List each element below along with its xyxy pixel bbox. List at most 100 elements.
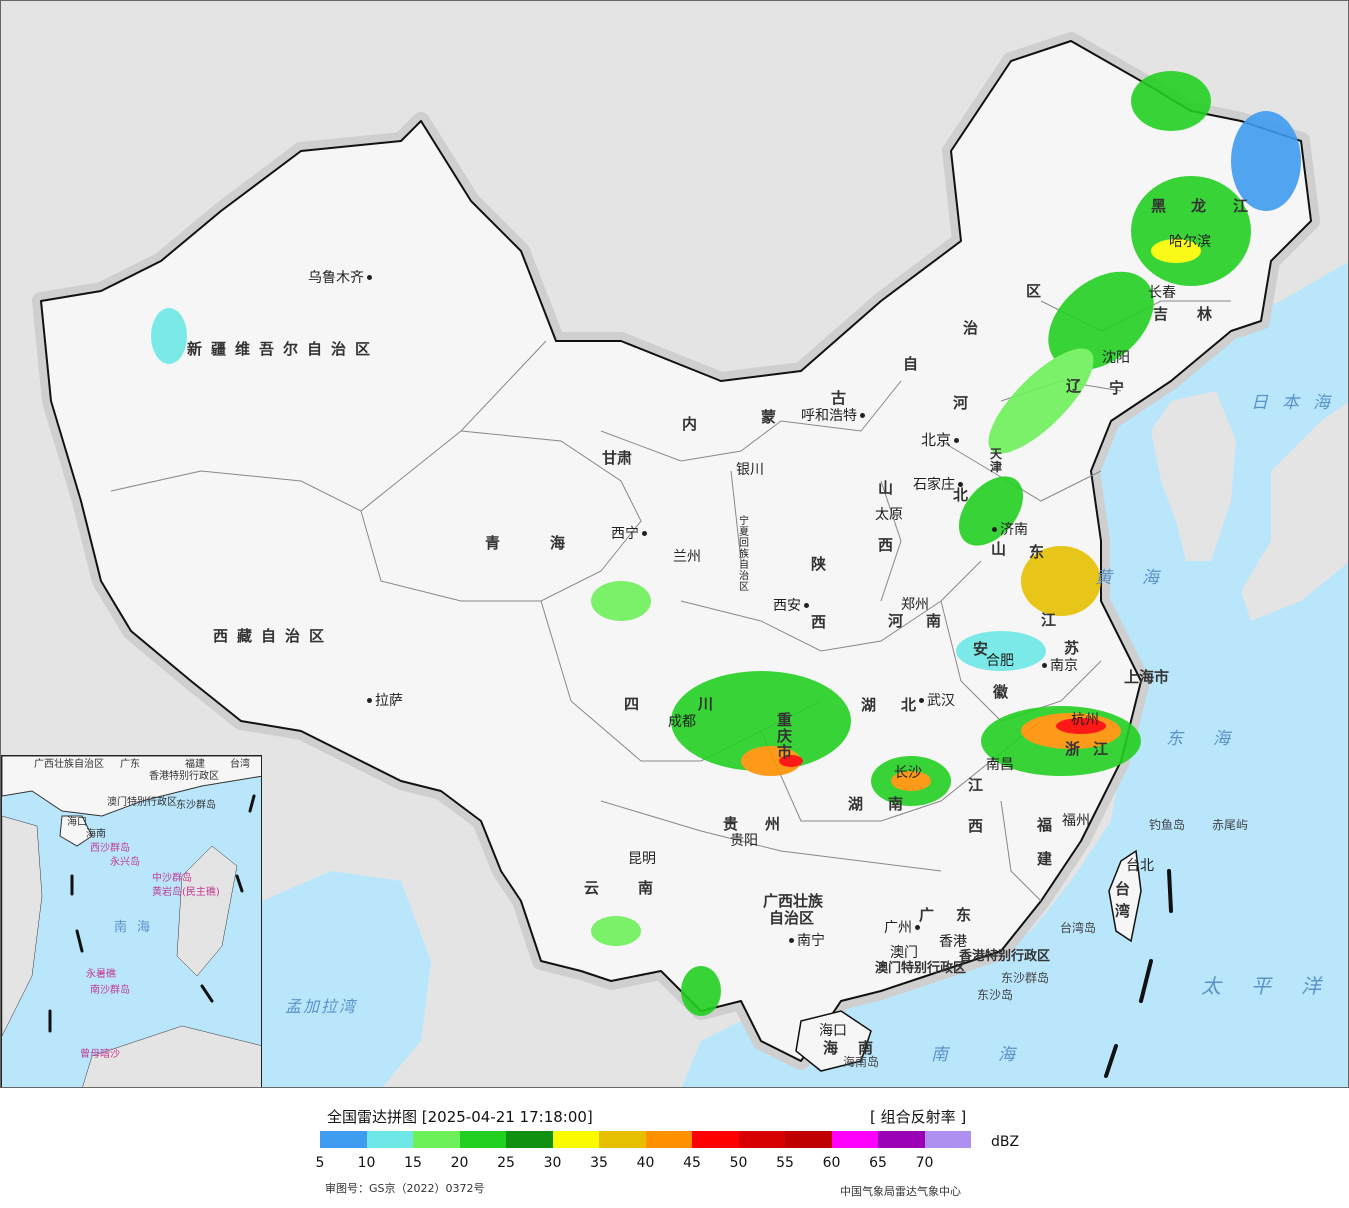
south-china-sea-inset: 广西壮族自治区 广东 福建 台湾 香港特别行政区 澳门特别行政区 海口 海南 西… (1, 755, 262, 1087)
city-xian-label: 西安 (773, 598, 801, 614)
city-nanning-label: 南宁 (797, 933, 825, 949)
city-yinchuan: 银川 (736, 463, 764, 477)
taiwan-island (1108, 849, 1142, 943)
inset-dash-line (48, 794, 256, 1033)
province-heilongjiang-3: 江 (1233, 197, 1249, 215)
province-tianjin: 天津 (990, 447, 1003, 474)
radar-legend: 全国雷达拼图 [2025-04-21 17:18:00] [ 组合反射率 ] 5… (0, 1088, 1349, 1208)
inset-borneo (82, 1025, 261, 1087)
colorbar-swatch (366, 1131, 413, 1148)
city-hongkong-label: 香港 (939, 934, 967, 950)
province-neimenggu-2: 蒙 (761, 408, 777, 426)
province-jiangxi-2: 西 (968, 817, 984, 835)
inset-guangdong: 广东 (120, 759, 140, 770)
province-yunnan-2: 南 (638, 879, 654, 897)
province-hainan-2: 南 (858, 1039, 874, 1057)
colorbar-tick-label: 40 (636, 1155, 655, 1171)
colorbar-swatch (878, 1131, 925, 1148)
city-harbin-label: 哈尔滨 (1169, 234, 1211, 250)
city-urumqi: 乌鲁木齐 (308, 271, 375, 285)
province-hunan-1: 湖 (848, 795, 864, 813)
colorbar-tick-label: 55 (776, 1155, 794, 1171)
inset-hainan: 海南 (86, 829, 106, 840)
city-nanjing: 南京 (1039, 659, 1078, 673)
province-hebei-1: 河 (953, 394, 969, 412)
city-dot (367, 698, 372, 703)
city-changsha: 长沙 (894, 766, 922, 780)
inset-hainan (59, 815, 93, 847)
colorbar-swatch (459, 1131, 506, 1148)
province-shaanxi-2: 西 (811, 613, 827, 631)
city-taiyuan: 太原 (875, 508, 903, 522)
city-jinan-label: 济南 (1000, 522, 1028, 538)
colorbar-tick-label: 50 (729, 1155, 748, 1171)
sea-japan: 日本海 (1251, 393, 1344, 413)
city-changchun: 长春 (1148, 286, 1176, 300)
city-macao: 澳门 (890, 946, 918, 960)
province-qinghai: 青海 (485, 534, 616, 552)
city-kunming-label: 昆明 (628, 851, 656, 867)
province-chongqing: 重庆市 (777, 711, 793, 761)
inset-guangxi: 广西壮族自治区 (34, 759, 104, 770)
city-lanzhou-label: 兰州 (673, 549, 701, 565)
province-macau: 澳门特别行政区 (875, 961, 967, 976)
province-neimenggu-5: 治 (963, 319, 979, 337)
city-shenyang: 沈阳 (1102, 351, 1130, 365)
inset-macau: 澳门特别行政区 (107, 797, 177, 808)
province-jiangsu-1: 江 (1041, 611, 1057, 629)
province-shandong-1: 山 (991, 540, 1007, 558)
japan-land (1241, 402, 1348, 621)
province-henan-2: 南 (926, 612, 942, 630)
city-beijing-label: 北京 (921, 431, 952, 449)
province-liaoning-2: 宁 (1109, 379, 1125, 397)
province-neimenggu-3: 古 (831, 389, 847, 407)
city-dot (367, 275, 372, 280)
island-taiwan: 台湾岛 (1060, 921, 1097, 935)
colorbar-tick-label: 20 (450, 1155, 469, 1171)
colorbar-tick-label: 70 (915, 1155, 934, 1171)
province-heilongjiang-2: 龙 (1191, 197, 1207, 215)
city-hangzhou: 杭州 (1071, 713, 1099, 727)
city-hangzhou-label: 杭州 (1071, 712, 1099, 728)
city-macao-label: 澳门 (890, 945, 918, 961)
city-jinan: 济南 (989, 523, 1028, 537)
province-shandong-2: 东 (1029, 543, 1045, 561)
colorbar-tick-label: 25 (497, 1155, 515, 1171)
province-zhejiang-1: 浙 (1065, 740, 1081, 758)
province-hainan-1: 海 (823, 1039, 839, 1057)
sea-south: 南海 (931, 1045, 1065, 1065)
province-fujian-2: 建 (1037, 850, 1053, 868)
inset-philippines (176, 845, 238, 977)
colorbar-tick-label: 30 (543, 1155, 562, 1171)
city-changsha-label: 长沙 (894, 765, 922, 781)
bay-of-bengal (262, 871, 431, 1087)
province-henan-1: 河 (888, 612, 904, 630)
korea-land (1151, 391, 1236, 561)
colorbar-swatch (552, 1131, 599, 1148)
city-chengdu: 成都 (668, 715, 696, 729)
radar-echoes (151, 71, 1301, 1016)
inset-zhongsha: 中沙群岛 (152, 873, 192, 884)
province-hubei-1: 湖 (861, 696, 877, 714)
inset-mainland (2, 756, 261, 817)
city-lhasa: 拉萨 (364, 694, 403, 708)
city-hefei-label: 合肥 (986, 653, 1014, 669)
island-dongsha: 东沙岛 (977, 988, 1014, 1002)
province-jilin-2: 林 (1197, 305, 1213, 323)
colorbar-swatch (413, 1131, 460, 1148)
city-xining: 西宁 (611, 527, 650, 541)
city-nanchang: 南昌 (986, 758, 1014, 772)
colorbar-tick-label: 5 (315, 1155, 325, 1171)
city-hohhot: 呼和浩特 (801, 409, 868, 423)
colorbar-swatch (320, 1131, 367, 1148)
inset-huangyan: 黄岩岛(民主礁) (152, 887, 220, 898)
hainan-island (795, 1010, 872, 1072)
city-dot (919, 698, 924, 703)
city-haikou-label: 海口 (819, 1023, 847, 1039)
colorbar-tick-label: 65 (869, 1155, 887, 1171)
inset-haikou: 海口 (67, 817, 87, 828)
city-lhasa-label: 拉萨 (375, 693, 403, 709)
colorbar-tick-label: 45 (683, 1155, 701, 1171)
province-guangxi-2: 自治区 (769, 909, 815, 927)
colorbar-tick-label: 35 (590, 1155, 608, 1171)
